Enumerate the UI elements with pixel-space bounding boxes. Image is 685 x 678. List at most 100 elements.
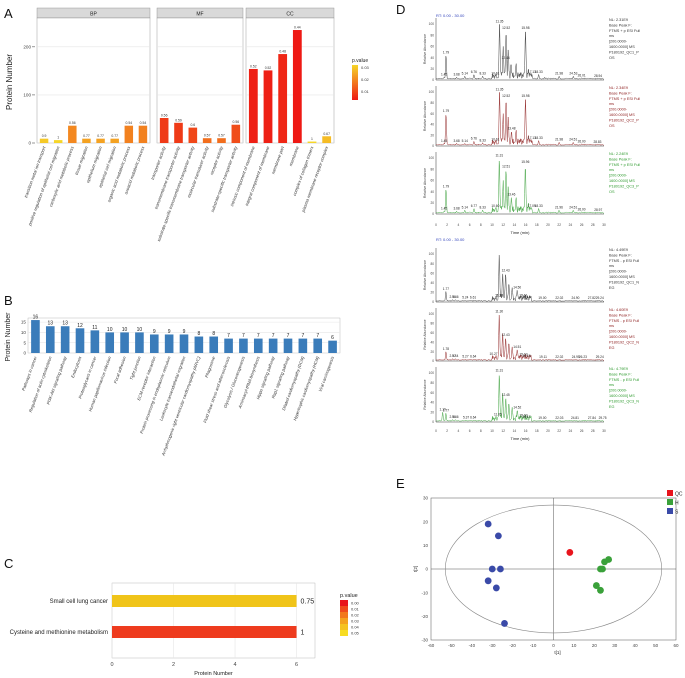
panel-d-peak-label: 26.00 — [578, 139, 586, 143]
panel-e-xtick: -20 — [509, 643, 516, 648]
panel-d-peak-label: 26.00 — [578, 207, 586, 211]
panel-e-point — [566, 549, 574, 556]
panel-e-point — [497, 565, 504, 573]
panel-a-bar-label: 0.52 — [250, 64, 257, 68]
panel-d-info-line: Base Peak F: — [609, 91, 632, 95]
panel-a-legend-tick: 0.03 — [361, 65, 370, 70]
panel-d-peak-label: 12.51 — [502, 165, 510, 169]
panel-b-bar — [135, 332, 144, 353]
panel-a-legend-bar — [352, 65, 358, 100]
panel-d-peak-label: 16.16 — [523, 295, 531, 299]
panel-d-peak-label: 29.24 — [596, 296, 604, 300]
panel-d-peak-label: 15.98 — [521, 26, 529, 30]
panel-d-info-line: [200.0000- — [609, 174, 628, 178]
panel-a-legend-tick: 0.02 — [361, 77, 370, 82]
panel-d-peak-label: 24.53 — [569, 72, 577, 76]
panel-a-bar — [278, 54, 288, 143]
panel-e-xtick: -10 — [530, 643, 537, 648]
panel-d-xtick: 2 — [446, 223, 448, 227]
panel-d-info-line: NL: 2.31E9 — [609, 18, 628, 22]
panel-b-ytick: 0 — [23, 351, 26, 356]
panel-d-ytick: 100 — [429, 22, 435, 26]
panel-a-bar-label: 0.56 — [161, 114, 168, 118]
panel-d-info-line: P180192_QC2_P — [609, 118, 639, 122]
panel-d-info-line: Base Peak F: — [609, 313, 632, 317]
panel-d-peak-label: 1.78 — [443, 347, 449, 351]
panel-b-bar-label: 10 — [137, 327, 143, 333]
panel-c-legend-tick: 0.01 — [351, 607, 360, 612]
panel-d-info-line: NL: 4.49E9 — [609, 248, 628, 252]
panel-d-peak-label: 27.84 — [588, 416, 596, 420]
panel-c-legend-tick: 0.03 — [351, 619, 360, 624]
panel-d-ylabel: Relative Abundance — [423, 168, 427, 198]
panel-d-xlabel: Time (min) — [511, 436, 531, 441]
panel-d-ytick: 60 — [430, 112, 434, 116]
panel-b-bar-label: 11 — [92, 325, 97, 331]
panel-a-bar-label: 0.77 — [97, 134, 104, 138]
panel-b-ylabel: Protein Number — [5, 312, 12, 362]
panel-d-xtick: 20 — [546, 429, 550, 433]
panel-d-ytick: 0 — [432, 420, 434, 424]
panel-d-ytick: 60 — [430, 391, 434, 395]
panel-b-bar — [313, 338, 323, 353]
panel-d-ytick: 20 — [430, 291, 434, 295]
panel-d-ylabel: Relative Abundance — [423, 260, 427, 290]
panel-d-peak-label: 15.63 — [520, 353, 528, 357]
panel-d-peak-label: 5.24 — [462, 296, 468, 300]
panel-b-bar-label: 7 — [272, 333, 275, 339]
panel-d-ytick: 20 — [430, 67, 434, 71]
panel-d-ylabel: Relative Abundance — [423, 319, 427, 349]
panel-e-point — [605, 556, 613, 563]
panel-d-peak-label: 5.14 — [462, 139, 468, 143]
panel-c-legend-swatch — [340, 630, 348, 636]
panel-d-info-line: Base Peak F: — [609, 157, 632, 161]
panel-d-peak-label: 14.52 — [513, 405, 521, 409]
panel-d-peak-label: 24.90 — [571, 296, 579, 300]
panel-b-bar-label: 16 — [33, 315, 39, 321]
panel-e-xtick: 40 — [633, 643, 639, 648]
panel-a-xtick: membrane part — [270, 145, 285, 175]
panel-d-xlabel: Time (min) — [511, 230, 531, 235]
panel-d-info-line: NL: 2.24E9 — [609, 152, 628, 156]
panel-d-peak-label: 24.81 — [571, 416, 579, 420]
panel-d-xtick: 24 — [569, 429, 573, 433]
panel-d-ylabel: Relative Abundance — [423, 34, 427, 64]
panel-d-peak-label: 8.33 — [480, 72, 486, 76]
panel-d-label: D — [396, 2, 405, 17]
panel-d-peak-label: 12.52 — [502, 26, 510, 30]
panel-d-peak-label: 26.01 — [578, 73, 586, 77]
panel-d-info-line: NL: 2.34E9 — [609, 86, 628, 90]
panel-e-ytick: 30 — [423, 496, 429, 501]
panel-e-point — [492, 584, 500, 592]
panel-e-ytick: 10 — [423, 543, 429, 548]
panel-d-info-line: FTMS + p ESI Full — [609, 29, 640, 33]
panel-d-ytick: 80 — [430, 33, 434, 37]
panel-d-peak-label: 6.76 — [471, 70, 477, 74]
panel-d-ylabel: Relative Abundance — [423, 101, 427, 131]
panel-a-bar-label: 1 — [311, 137, 313, 141]
panel-b-ytick: 5 — [23, 340, 26, 345]
panel-b-xtick: Endocytosis — [70, 355, 83, 379]
panel-c-chart: 0 2 4 6 Protein Number Small cell lung cancer… — [10, 582, 360, 677]
panel-c-legend-tick: 0.02 — [351, 613, 360, 618]
panel-b-bar — [328, 340, 337, 353]
panel-a-xtick: membrane — [288, 145, 300, 167]
panel-d-ytick: 100 — [429, 312, 435, 316]
panel-d-peak-label: 6.61 — [470, 296, 476, 300]
panel-d-peak-label: 12.45 — [502, 393, 510, 397]
panel-d-xtick: 6 — [469, 223, 471, 227]
panel-d-trace — [435, 255, 605, 302]
panel-c-bar-label: 0.75 — [301, 599, 315, 606]
panel-d-peak-label: 24.51 — [569, 138, 577, 142]
panel-d-peak-label: 26.23 — [579, 355, 587, 359]
panel-b-ytick: 15 — [21, 320, 27, 325]
panel-d-ytick: 80 — [430, 167, 434, 171]
panel-d-peak-label: 15.61 — [519, 294, 527, 298]
panel-b-bar — [253, 338, 263, 353]
panel-b-xtick: Tight junction — [129, 355, 142, 381]
panel-d-peak-label: 21.96 — [555, 206, 563, 210]
panel-b-bar — [120, 332, 129, 353]
panel-a-bar-label: 0.6 — [190, 123, 195, 127]
panel-e-legend-label: S — [675, 510, 679, 516]
panel-b-bar — [149, 334, 159, 353]
